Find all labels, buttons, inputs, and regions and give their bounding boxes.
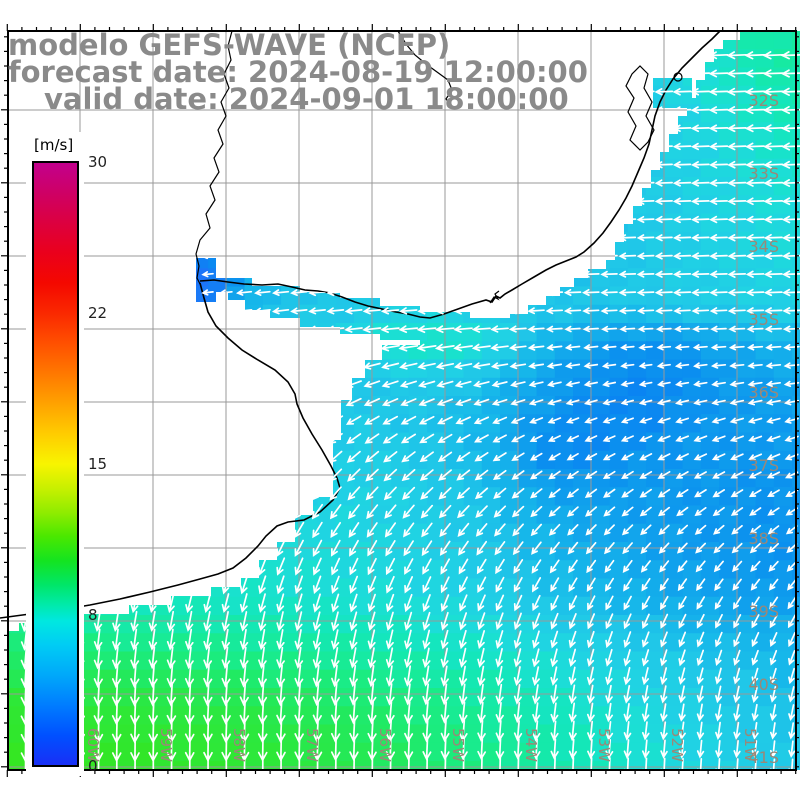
colorbar-gradient <box>32 161 79 767</box>
coastline <box>0 30 721 619</box>
lat-label: 40S <box>748 675 779 694</box>
lat-label: 41S <box>748 748 779 767</box>
lon-label: 59W <box>157 728 175 762</box>
lat-label: 37S <box>748 456 779 475</box>
title-forecast-date-line: forecast date: 2024-08-19 12:00:00 <box>8 55 588 89</box>
lat-label: 33S <box>748 164 779 183</box>
lat-label: 36S <box>748 383 779 402</box>
lat-label: 38S <box>748 529 779 548</box>
plot-title: modelo GEFS-WAVE (NCEP)forecast date: 20… <box>8 28 588 116</box>
lon-label: 60W <box>84 728 102 762</box>
lon-label: 57W <box>303 728 321 762</box>
colorbar-tick-label: 22 <box>88 304 107 322</box>
lagoon-outline <box>625 65 655 151</box>
colorbar-tick-label: 30 <box>88 153 107 171</box>
lat-label: 34S <box>748 237 779 256</box>
colorbar-tick-label: 0 <box>88 757 98 775</box>
colorbar-tick-label: 8 <box>88 606 98 624</box>
river-line <box>195 30 233 285</box>
title-model-line: modelo GEFS-WAVE (NCEP) <box>8 28 450 62</box>
map-frame <box>1 24 799 777</box>
lat-label: 35S <box>748 310 779 329</box>
colorbar-unit-label: [m/s] <box>34 136 73 154</box>
lon-label: 55W <box>449 728 467 762</box>
lat-label: 39S <box>748 602 779 621</box>
colorbar: [m/s] 30 22 15 8 0 <box>26 132 107 776</box>
island-mark <box>489 290 500 304</box>
graticule-labels: 32S33S34S35S36S37S38S39S40S41S61W60W59W5… <box>36 91 779 767</box>
lagoon-islet-circle <box>673 72 683 82</box>
lon-label: 54W <box>522 728 540 762</box>
lon-label: 53W <box>595 728 613 762</box>
colorbar-tick-label: 15 <box>88 455 107 473</box>
lon-label: 51W <box>741 728 759 762</box>
lat-label: 32S <box>748 91 779 110</box>
title-valid-date-line: valid date: 2024-09-01 18:00:00 <box>44 82 569 116</box>
lon-label: 56W <box>376 728 394 762</box>
lon-label: 52W <box>668 728 686 762</box>
lon-label: 58W <box>230 728 248 762</box>
river-line <box>397 30 456 109</box>
